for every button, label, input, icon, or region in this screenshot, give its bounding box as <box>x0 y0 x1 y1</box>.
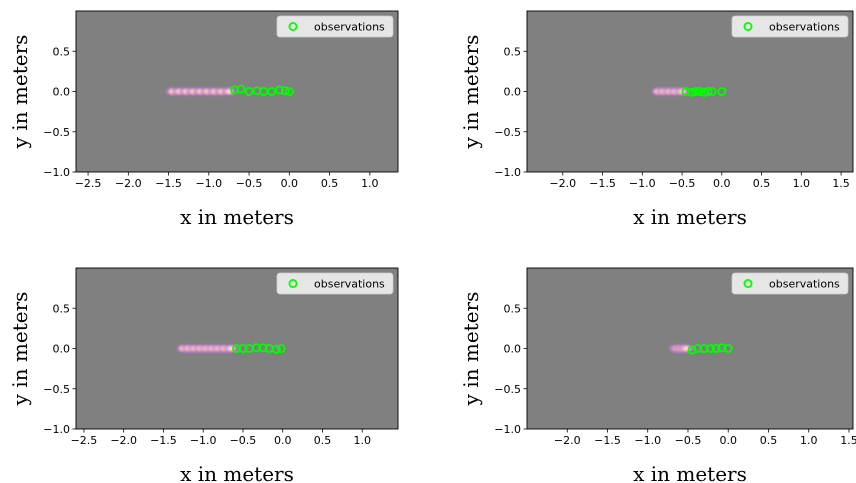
y-tick-label: −0.5 <box>494 126 521 139</box>
legend: observations <box>731 15 849 38</box>
y-axis-label: y in meters <box>459 35 483 150</box>
legend: observations <box>276 15 394 38</box>
y-axis-label: y in meters <box>8 35 32 150</box>
x-tick-label: 0.5 <box>314 434 332 447</box>
y-tick-label: 0.0 <box>504 86 522 99</box>
x-axis-label: x in meters <box>633 462 747 483</box>
observation-point <box>711 343 721 353</box>
observation-point <box>284 87 294 97</box>
y-tick-label: 0.5 <box>53 302 71 315</box>
x-tick-label: −2.0 <box>554 434 581 447</box>
x-tick-label: 1.0 <box>361 177 379 190</box>
observation-point <box>695 87 705 97</box>
legend-box <box>276 15 394 38</box>
x-tick-label: −0.5 <box>236 177 263 190</box>
x-tick-label: 0.0 <box>719 434 737 447</box>
observation-point <box>271 344 281 354</box>
y-tick-label: 0.5 <box>504 302 522 315</box>
x-tick-label: −0.5 <box>230 434 257 447</box>
x-tick-label: −2.0 <box>110 434 137 447</box>
chart-panel-3: −2.5 −2.0 −1.5 −1.0 −0.5 0.0 0.5 1.0 −1.0 −0.5 0.0… <box>8 267 399 483</box>
y-tick-label: −1.0 <box>494 423 521 436</box>
legend-box <box>731 15 849 38</box>
observation-point <box>707 87 717 97</box>
x-tick-label: 0.0 <box>274 434 292 447</box>
y-tick-label: 0.0 <box>53 343 71 356</box>
x-tick-label: −1.5 <box>594 434 621 447</box>
x-tick-label: −1.0 <box>195 177 222 190</box>
x-tick-label: 0.5 <box>321 177 339 190</box>
prediction-density-blob <box>677 342 696 355</box>
x-tick-label: −2.5 <box>71 434 98 447</box>
y-tick-label: 0.0 <box>53 86 71 99</box>
observation-point <box>687 345 697 355</box>
x-tick-label: −2.0 <box>549 177 576 190</box>
x-tick-label: 1.0 <box>353 434 371 447</box>
y-tick-label: 0.5 <box>53 45 71 58</box>
legend-box <box>276 272 394 295</box>
x-tick-label: 0.0 <box>713 177 731 190</box>
x-tick-label: −0.5 <box>669 177 696 190</box>
x-axis-label: x in meters <box>180 462 294 483</box>
x-tick-label: 1.5 <box>832 177 850 190</box>
y-tick-label: 0.5 <box>504 45 522 58</box>
x-tick-label: −1.5 <box>589 177 616 190</box>
observation-point <box>276 343 286 353</box>
observation-point <box>723 343 733 353</box>
x-tick-label: −2.5 <box>75 177 102 190</box>
x-tick-label: 0.5 <box>753 177 771 190</box>
x-tick-label: 0.0 <box>281 177 299 190</box>
x-tick-label: −1.5 <box>150 434 177 447</box>
x-tick-label: 1.0 <box>793 177 811 190</box>
legend-label: observations <box>314 21 385 34</box>
x-tick-label: 0.5 <box>760 434 778 447</box>
y-axis-label: y in meters <box>8 292 32 407</box>
legend: observations <box>276 272 394 295</box>
x-axis-label: x in meters <box>633 205 747 229</box>
chart-panel-4: −2.0 −1.5 −1.0 −0.5 0.0 0.5 1.0 1.5 −1.0 −0.5 0.0 0… <box>459 267 856 483</box>
observation-point <box>681 87 691 97</box>
x-tick-label: −0.5 <box>675 434 702 447</box>
y-axis-label: y in meters <box>459 292 483 407</box>
x-tick-label: −1.0 <box>190 434 217 447</box>
observation-point <box>717 87 727 97</box>
y-tick-label: −0.5 <box>43 126 70 139</box>
x-tick-label: −1.5 <box>155 177 182 190</box>
legend-marker-icon <box>743 278 753 288</box>
legend: observations <box>731 272 849 295</box>
y-tick-label: −0.5 <box>43 383 70 396</box>
legend-label: observations <box>769 278 840 291</box>
observation-point <box>691 87 701 97</box>
x-tick-label: −1.0 <box>629 177 656 190</box>
y-tick-label: −1.0 <box>494 166 521 179</box>
observation-point <box>244 87 254 97</box>
legend-marker-icon <box>288 278 298 288</box>
y-tick-label: −0.5 <box>494 383 521 396</box>
observation-point <box>280 86 290 96</box>
x-tick-label: −2.0 <box>115 177 142 190</box>
observation-point <box>275 85 285 95</box>
x-axis-label: x in meters <box>180 205 294 229</box>
observation-point <box>267 87 277 97</box>
legend-marker-icon <box>743 21 753 31</box>
y-tick-label: −1.0 <box>43 166 70 179</box>
y-tick-label: −1.0 <box>43 423 70 436</box>
legend-box <box>731 272 849 295</box>
legend-label: observations <box>314 278 385 291</box>
x-tick-label: 1.0 <box>800 434 818 447</box>
legend-marker-icon <box>288 21 298 31</box>
observation-point <box>706 343 716 353</box>
prediction-density-blob <box>219 85 238 98</box>
x-tick-label: 1.5 <box>840 434 856 447</box>
y-tick-label: 0.0 <box>504 343 522 356</box>
observation-point <box>703 87 713 97</box>
legend-label: observations <box>769 21 840 34</box>
observation-point <box>236 84 246 94</box>
x-tick-label: −1.0 <box>634 434 661 447</box>
chart-panel-1: −2.5 −2.0 −1.5 −1.0 −0.5 0.0 0.5 1.0 −1.0 −0.5 0.0… <box>8 10 399 229</box>
chart-panel-2: −2.0 −1.5 −1.0 −0.5 0.0 0.5 1.0 1.5 −1.0 −0.5 0.0 0… <box>459 10 854 229</box>
